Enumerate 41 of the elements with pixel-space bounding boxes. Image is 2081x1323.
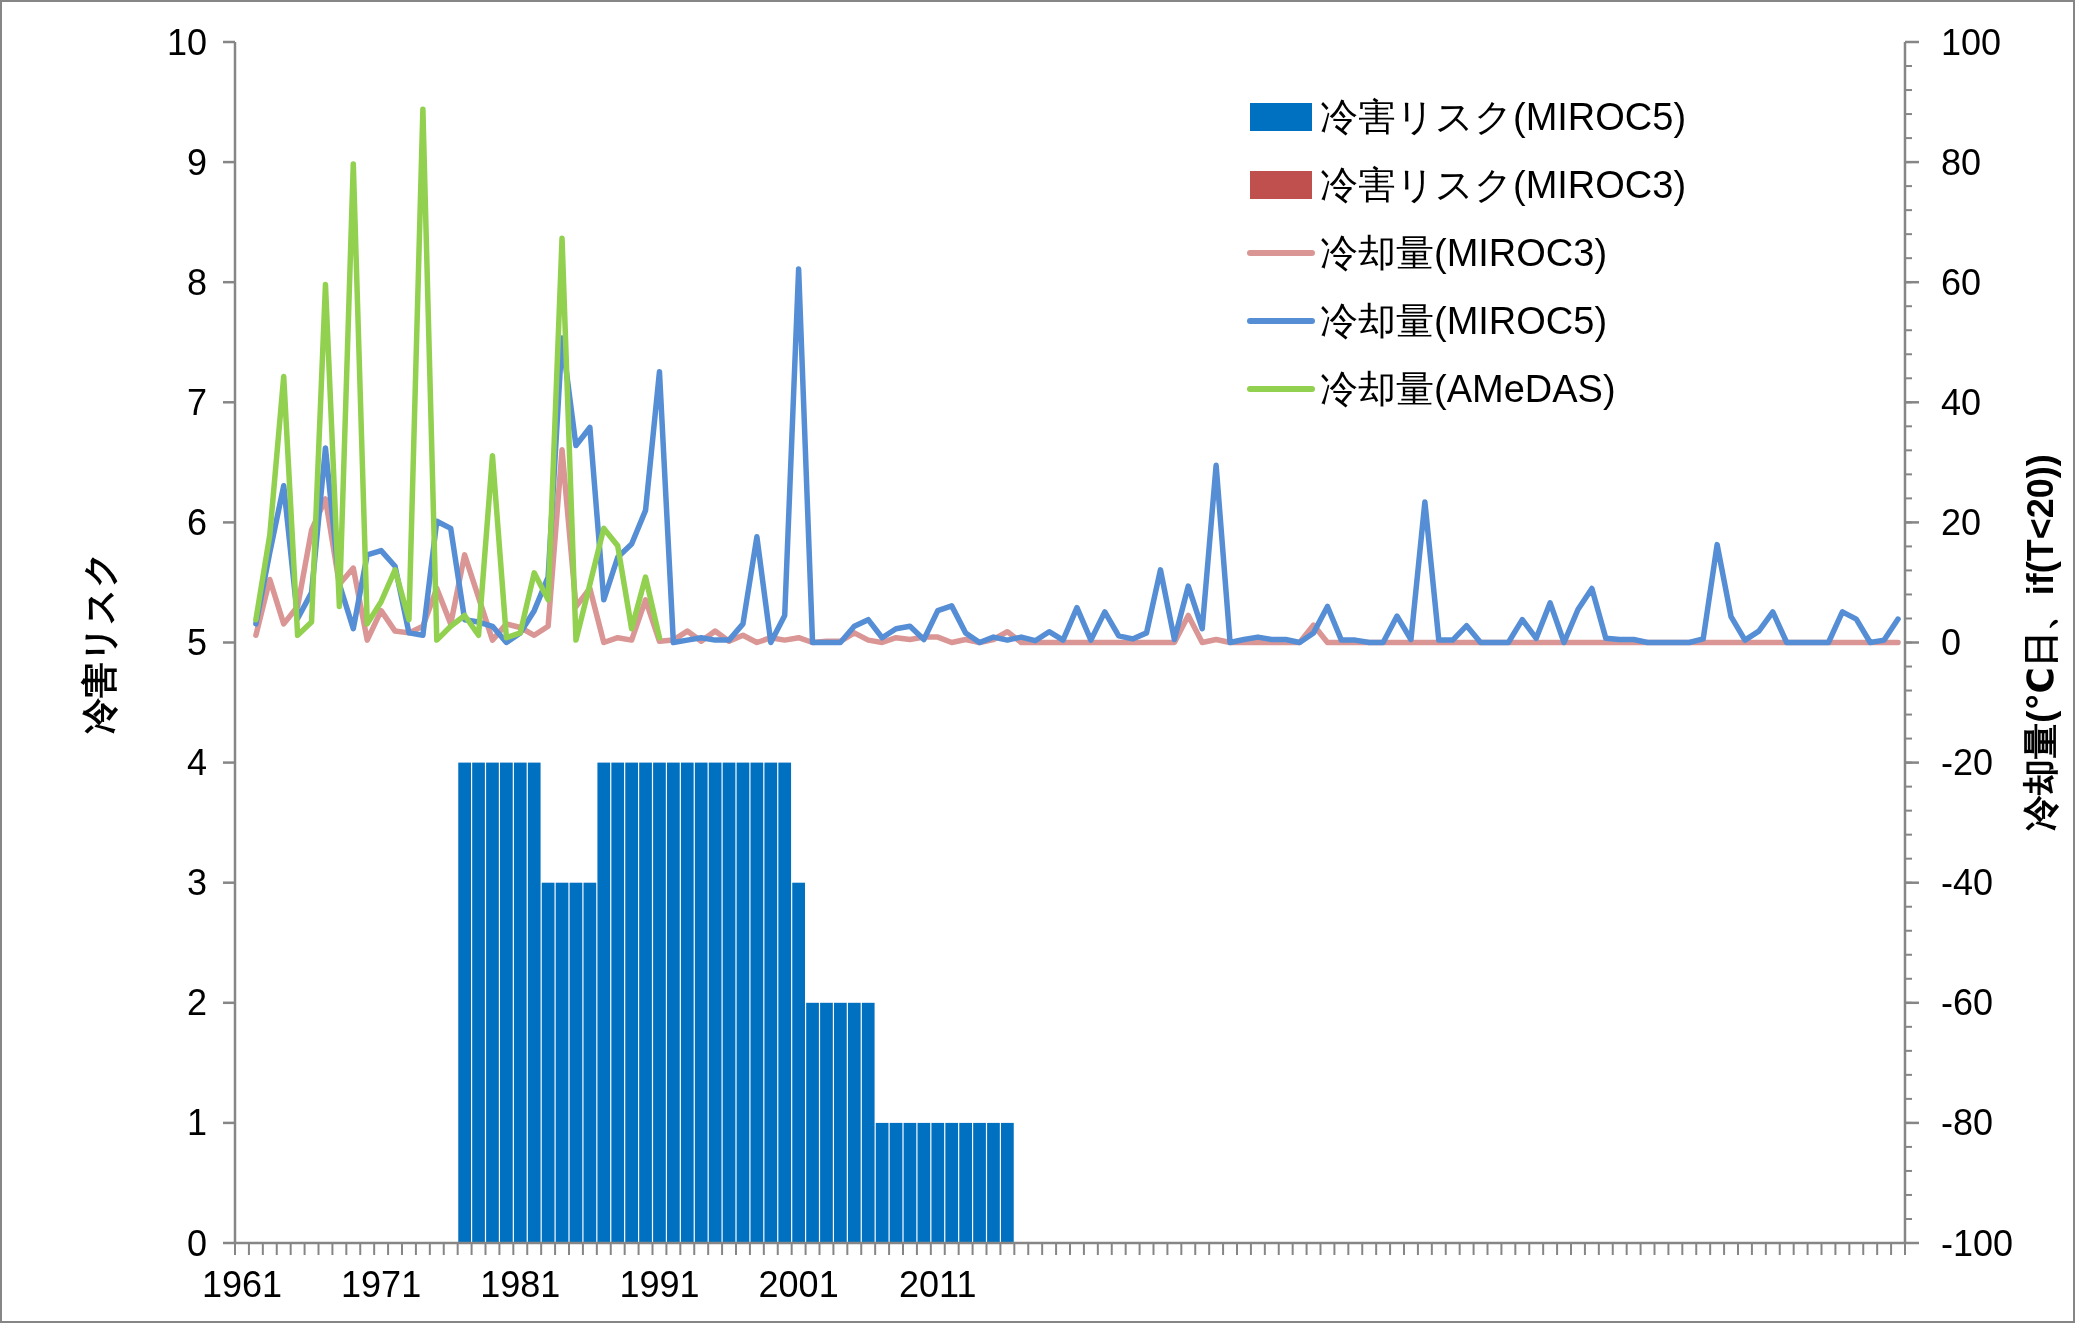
y2-tick-label: 100 xyxy=(1941,21,2002,63)
y-tick-label: 9 xyxy=(186,141,207,183)
y-tick-label: 8 xyxy=(186,261,207,303)
bar xyxy=(555,882,569,1243)
legend-label: 冷害リスク(MIROC5) xyxy=(1320,96,1687,138)
x-tick-label: 1961 xyxy=(201,1264,283,1305)
y2-tick-label: 80 xyxy=(1941,141,1982,183)
y-tick-label: 0 xyxy=(186,1222,207,1264)
y2-tick-label: -40 xyxy=(1941,862,1994,904)
y-axis-title: 冷害リスク xyxy=(79,551,120,734)
y-tick-label: 7 xyxy=(186,381,207,423)
y2-tick-label: 40 xyxy=(1941,381,1982,423)
x-tick-label: 1991 xyxy=(619,1264,700,1305)
legend-label: 冷却量(MIROC5) xyxy=(1320,300,1608,342)
y2-tick-label: 20 xyxy=(1941,501,1982,543)
x-tick-label: 1971 xyxy=(341,1264,422,1305)
bar xyxy=(722,762,736,1243)
x-tick-label: 2001 xyxy=(758,1264,839,1305)
y-tick-label: 1 xyxy=(186,1102,207,1144)
x-tick-label: 2011 xyxy=(899,1264,977,1305)
y-tick-label: 3 xyxy=(186,862,207,904)
y2-tick-label: -80 xyxy=(1941,1102,1994,1144)
legend-label: 冷却量(AMeDAS) xyxy=(1320,368,1616,410)
y2-tick-label: -100 xyxy=(1941,1222,2014,1264)
y-tick-label: 4 xyxy=(186,742,207,784)
y2-tick-label: 60 xyxy=(1941,261,1982,303)
x-tick-label: 1981 xyxy=(480,1264,561,1305)
legend-label: 冷害リスク(MIROC3) xyxy=(1320,164,1687,206)
legend-label: 冷却量(MIROC3) xyxy=(1320,232,1608,274)
y-tick-label: 10 xyxy=(166,21,207,63)
bar xyxy=(889,1122,903,1243)
bar xyxy=(903,1122,917,1243)
y2-axis-title: 冷却量(℃日、if(T<20)) xyxy=(2019,454,2061,831)
y2-tick-label: -20 xyxy=(1941,742,1994,784)
y-tick-label: 2 xyxy=(186,982,207,1024)
y-tick-label: 5 xyxy=(186,622,207,663)
bar xyxy=(569,882,583,1243)
y2-tick-label: -60 xyxy=(1941,982,1994,1024)
y2-tick-label: 0 xyxy=(1941,622,1962,663)
bar xyxy=(736,762,750,1243)
y-tick-label: 6 xyxy=(186,501,207,543)
